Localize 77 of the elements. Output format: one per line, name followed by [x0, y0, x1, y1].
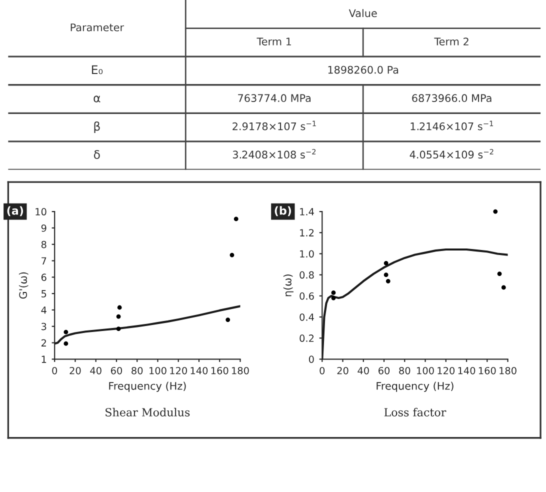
x-tick-label: 20	[337, 366, 348, 374]
x-tick-label: 140	[190, 366, 208, 374]
x-tick-label: 80	[132, 366, 143, 374]
x-tick-label: 60	[378, 366, 390, 374]
y-tick-label: 10	[36, 208, 46, 216]
point	[226, 318, 230, 322]
y-tick-label: 0.4	[300, 313, 314, 321]
text: 1.2146×107 s$^{−1}$	[410, 120, 494, 130]
y-tick-label: 4	[41, 306, 46, 314]
point	[64, 341, 68, 346]
text: 6873966.0 MPa	[412, 94, 492, 102]
y-tick-label: 1.0	[300, 250, 314, 258]
point	[384, 261, 388, 266]
x-tick-label: 180	[232, 366, 249, 374]
y-tick-label: 0.6	[300, 292, 314, 300]
point	[331, 290, 336, 295]
x-tick-label: 20	[70, 366, 81, 374]
y-axis-title: η(ω)	[283, 274, 294, 296]
point	[384, 272, 388, 278]
x-tick-label: 160	[211, 366, 228, 374]
point	[234, 216, 238, 222]
y-tick-label: 2	[41, 339, 46, 346]
y-tick-label: 1.4	[300, 208, 314, 216]
y-tick-label: 3	[42, 322, 46, 330]
point	[117, 305, 122, 310]
x-tick-label: 100	[150, 366, 166, 374]
point	[497, 272, 502, 276]
x-axis-title: Frequency (Hz)	[109, 382, 186, 392]
x-tick-label: 40	[358, 366, 369, 374]
x-tick-label: 100	[417, 366, 434, 374]
x-tick-label: 120	[438, 366, 455, 374]
y-tick-label: 9	[41, 224, 46, 232]
x-tick-label: 40	[90, 366, 102, 374]
point	[64, 330, 68, 334]
point	[331, 296, 336, 300]
text: (b)	[274, 206, 292, 216]
x-tick-label: 0	[52, 366, 58, 374]
text: 2.9178×107 s$^{−1}$	[232, 120, 316, 130]
category-label: Term 2	[434, 38, 468, 46]
x-tick-label: 120	[170, 366, 187, 374]
category-label: Term 1	[256, 38, 291, 46]
x-tick-label: 140	[458, 366, 476, 374]
y-tick-label: 1.2	[300, 229, 314, 236]
text: 1898260.0 Pa	[328, 66, 398, 74]
category-label: E₀	[92, 65, 103, 74]
category-label: δ	[94, 150, 100, 160]
y-tick-label: 6	[41, 274, 46, 281]
text: 3.2408×108 s$^{−2}$	[232, 148, 316, 159]
y-tick-label: 7	[42, 257, 46, 264]
category-label: α	[94, 96, 100, 102]
point	[116, 326, 121, 332]
text: Shear Modulus	[106, 408, 190, 416]
point	[501, 285, 506, 290]
category-label: β	[94, 122, 100, 134]
x-tick-label: 180	[500, 366, 516, 374]
point	[493, 209, 498, 214]
x-tick-label: 0	[320, 366, 325, 374]
y-tick-label: 8	[41, 240, 46, 248]
x-tick-label: 60	[110, 366, 122, 374]
x-tick-label: 80	[399, 366, 410, 374]
text: Parameter	[70, 24, 124, 32]
text: (a)	[7, 206, 24, 216]
text: 4.0554×109 s$^{−2}$	[410, 148, 494, 159]
point	[230, 252, 234, 258]
text: Loss factor	[384, 408, 446, 416]
point	[386, 278, 390, 284]
y-tick-label: 0.2	[300, 334, 314, 342]
x-axis-title: Frequency (Hz)	[376, 382, 454, 392]
text: 763774.0 MPa	[238, 94, 311, 102]
text: Value	[348, 9, 377, 18]
y-tick-label: 0.8	[300, 271, 314, 279]
y-axis-title: G'(ω)	[18, 272, 28, 299]
y-tick-label: 5	[42, 290, 46, 298]
point	[116, 314, 121, 319]
x-tick-label: 160	[478, 366, 496, 374]
y-tick-label: 1	[42, 356, 46, 363]
y-tick-label: 0	[308, 356, 314, 363]
